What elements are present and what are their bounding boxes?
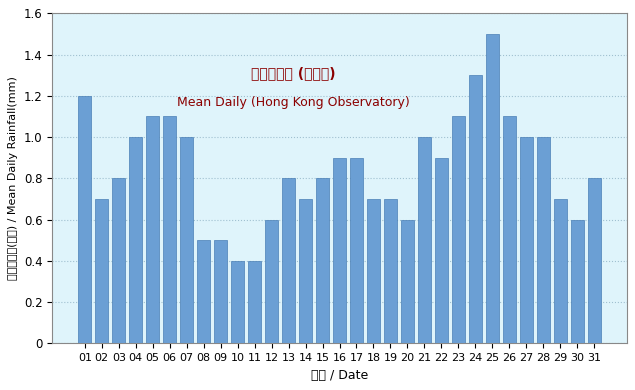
- Text: 平均日雨量 (天文台): 平均日雨量 (天文台): [251, 66, 336, 80]
- Bar: [537, 137, 550, 343]
- Text: Mean Daily (Hong Kong Observatory): Mean Daily (Hong Kong Observatory): [177, 96, 410, 109]
- Bar: [367, 199, 380, 343]
- Bar: [452, 117, 465, 343]
- Bar: [588, 178, 601, 343]
- Bar: [571, 220, 584, 343]
- Bar: [180, 137, 193, 343]
- Bar: [486, 34, 498, 343]
- Bar: [130, 137, 142, 343]
- Bar: [147, 117, 159, 343]
- Bar: [554, 199, 566, 343]
- Bar: [350, 158, 363, 343]
- Bar: [112, 178, 125, 343]
- Bar: [79, 96, 91, 343]
- Bar: [503, 117, 516, 343]
- Bar: [384, 199, 397, 343]
- Bar: [435, 158, 448, 343]
- Bar: [520, 137, 533, 343]
- Bar: [231, 261, 244, 343]
- Bar: [316, 178, 329, 343]
- Bar: [469, 75, 482, 343]
- Bar: [163, 117, 176, 343]
- Bar: [401, 220, 414, 343]
- Bar: [299, 199, 312, 343]
- Bar: [265, 220, 278, 343]
- Bar: [214, 240, 227, 343]
- Bar: [282, 178, 295, 343]
- Bar: [248, 261, 261, 343]
- Y-axis label: 平均日雨量(毫米) / Mean Daily Rainfall(mm): 平均日雨量(毫米) / Mean Daily Rainfall(mm): [8, 76, 18, 280]
- X-axis label: 日期 / Date: 日期 / Date: [311, 369, 368, 382]
- Bar: [418, 137, 431, 343]
- Bar: [95, 199, 108, 343]
- Bar: [333, 158, 346, 343]
- Bar: [197, 240, 210, 343]
